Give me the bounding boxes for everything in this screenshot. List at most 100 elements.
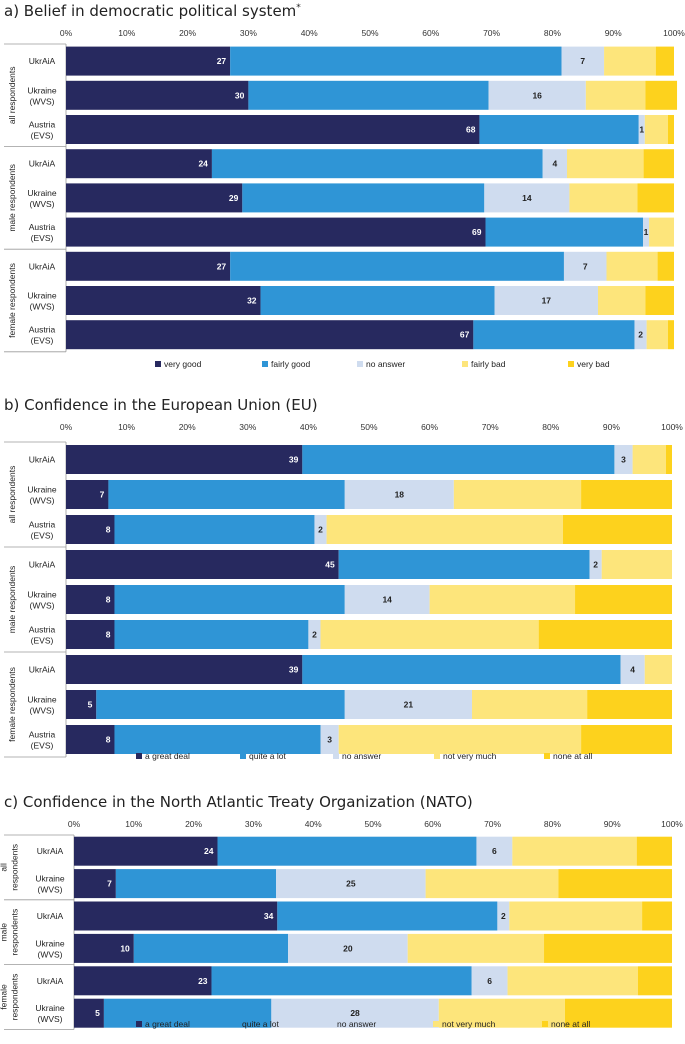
x-tick-label: 0% xyxy=(60,422,73,432)
bar-segment-not-very-much xyxy=(509,901,643,931)
row-label: UkrAiA xyxy=(29,159,56,169)
group-label: female respondents xyxy=(7,263,17,338)
row-label: Austria xyxy=(29,120,56,130)
bar-segment-very-good xyxy=(66,251,231,281)
bar-segment-not-very-much xyxy=(644,655,672,684)
data-label: 23 xyxy=(198,976,208,986)
bar-segment-fairly-good xyxy=(473,320,635,350)
bar-segment-fairly-bad xyxy=(646,320,668,350)
bar-segment-no-answer xyxy=(488,80,586,110)
bar-segment-a-great-deal xyxy=(74,869,116,899)
legend-label: a great deal xyxy=(145,1019,190,1029)
row-label: UkrAiA xyxy=(29,261,56,271)
row-label: Ukraine xyxy=(35,874,65,884)
bar-segment-fairly-good xyxy=(230,251,564,281)
legend-label: fairly good xyxy=(271,359,310,369)
chart-title: c) Confidence in the North Atlantic Trea… xyxy=(4,793,473,811)
data-label: 68 xyxy=(466,125,476,135)
row-label: UkrAiA xyxy=(29,56,56,66)
group-label: all xyxy=(0,863,9,872)
row-label-sub: (WVS) xyxy=(37,949,62,959)
data-label: 8 xyxy=(106,525,111,535)
x-tick-label: 50% xyxy=(360,422,377,432)
row-label: Ukraine xyxy=(27,85,57,95)
data-label: 3 xyxy=(327,735,332,745)
x-tick-label: 70% xyxy=(483,28,500,38)
legend-swatch xyxy=(262,361,268,367)
row-label: Ukraine xyxy=(27,695,57,705)
bar-segment-a-great-deal xyxy=(74,836,218,866)
row-label: Ukraine xyxy=(35,938,65,948)
bar-segment-no-answer xyxy=(476,836,513,866)
bar-segment-no-answer xyxy=(494,286,598,315)
bar-segment-quite-a-lot xyxy=(338,550,590,579)
bar-segment-very-good xyxy=(66,115,480,144)
legend-swatch xyxy=(433,1021,439,1027)
data-label: 28 xyxy=(350,1008,360,1018)
data-label: 8 xyxy=(106,595,111,605)
x-tick-label: 60% xyxy=(422,28,439,38)
legend-swatch xyxy=(328,1021,334,1027)
bar-segment-not-very-much xyxy=(507,966,638,996)
bar-segment-fairly-good xyxy=(485,217,643,247)
data-label: 3 xyxy=(621,455,626,465)
bar-segment-none-at-all xyxy=(587,690,672,719)
bar-segment-not-very-much xyxy=(632,445,666,474)
bar-segment-very-bad xyxy=(645,286,674,315)
bar-segment-a-great-deal xyxy=(74,998,104,1028)
data-label: 67 xyxy=(460,330,470,340)
data-label: 2 xyxy=(501,911,506,921)
row-label-sub: (EVS) xyxy=(31,531,54,541)
bar-segment-fairly-bad xyxy=(649,217,674,247)
data-label: 14 xyxy=(522,193,532,203)
bar-segment-a-great-deal xyxy=(66,655,303,684)
x-tick-label: 60% xyxy=(421,422,438,432)
bar-segment-none-at-all xyxy=(558,869,672,899)
data-label: 2 xyxy=(638,330,643,340)
bar-segment-a-great-deal xyxy=(66,725,115,754)
row-label: Austria xyxy=(29,730,56,740)
bar-segment-quite-a-lot xyxy=(114,725,321,754)
x-tick-label: 80% xyxy=(544,819,561,829)
bar-segment-no-answer xyxy=(308,620,321,649)
legend-label: no answer xyxy=(366,359,405,369)
x-tick-label: 40% xyxy=(301,28,318,38)
row-label: Ukraine xyxy=(27,485,57,495)
bar-segment-no-answer xyxy=(276,869,426,899)
bar-segment-no-answer xyxy=(314,515,327,544)
bar-segment-quite-a-lot xyxy=(96,690,345,719)
title-superscript: * xyxy=(296,3,301,13)
bar-segment-fairly-bad xyxy=(606,251,658,281)
bar-segment-quite-a-lot xyxy=(302,445,615,474)
bar-segment-not-very-much xyxy=(425,869,559,899)
bar-segment-fairly-good xyxy=(260,286,495,315)
chart-1: a) Belief in democratic political system… xyxy=(4,2,685,369)
data-label: 8 xyxy=(106,630,111,640)
data-label: 27 xyxy=(217,261,227,271)
data-label: 30 xyxy=(235,90,245,100)
row-label-sub: (WVS) xyxy=(29,96,54,106)
bar-segment-very-bad xyxy=(657,251,674,281)
row-label: Austria xyxy=(29,520,56,530)
legend-label: very bad xyxy=(577,359,610,369)
bar-segment-no-answer xyxy=(344,480,454,509)
bar-segment-a-great-deal xyxy=(74,966,212,996)
row-label: UkrAiA xyxy=(29,455,56,465)
legend-label: none at all xyxy=(553,751,592,761)
x-tick-label: 90% xyxy=(603,422,620,432)
x-tick-label: 90% xyxy=(604,819,621,829)
x-tick-label: 30% xyxy=(245,819,262,829)
x-tick-label: 70% xyxy=(484,819,501,829)
bar-segment-quite-a-lot xyxy=(103,998,272,1028)
x-tick-label: 50% xyxy=(361,28,378,38)
x-tick-label: 30% xyxy=(240,28,257,38)
bar-segment-fairly-bad xyxy=(585,80,646,110)
bar-segment-quite-a-lot xyxy=(277,901,498,931)
bar-segment-a-great-deal xyxy=(66,690,97,719)
legend-swatch xyxy=(233,1021,239,1027)
bar-segment-no-answer xyxy=(561,46,605,76)
legend-label: no answer xyxy=(342,751,381,761)
row-label: UkrAiA xyxy=(29,665,56,675)
bar-segment-fairly-bad xyxy=(598,286,646,315)
data-label: 6 xyxy=(487,976,492,986)
